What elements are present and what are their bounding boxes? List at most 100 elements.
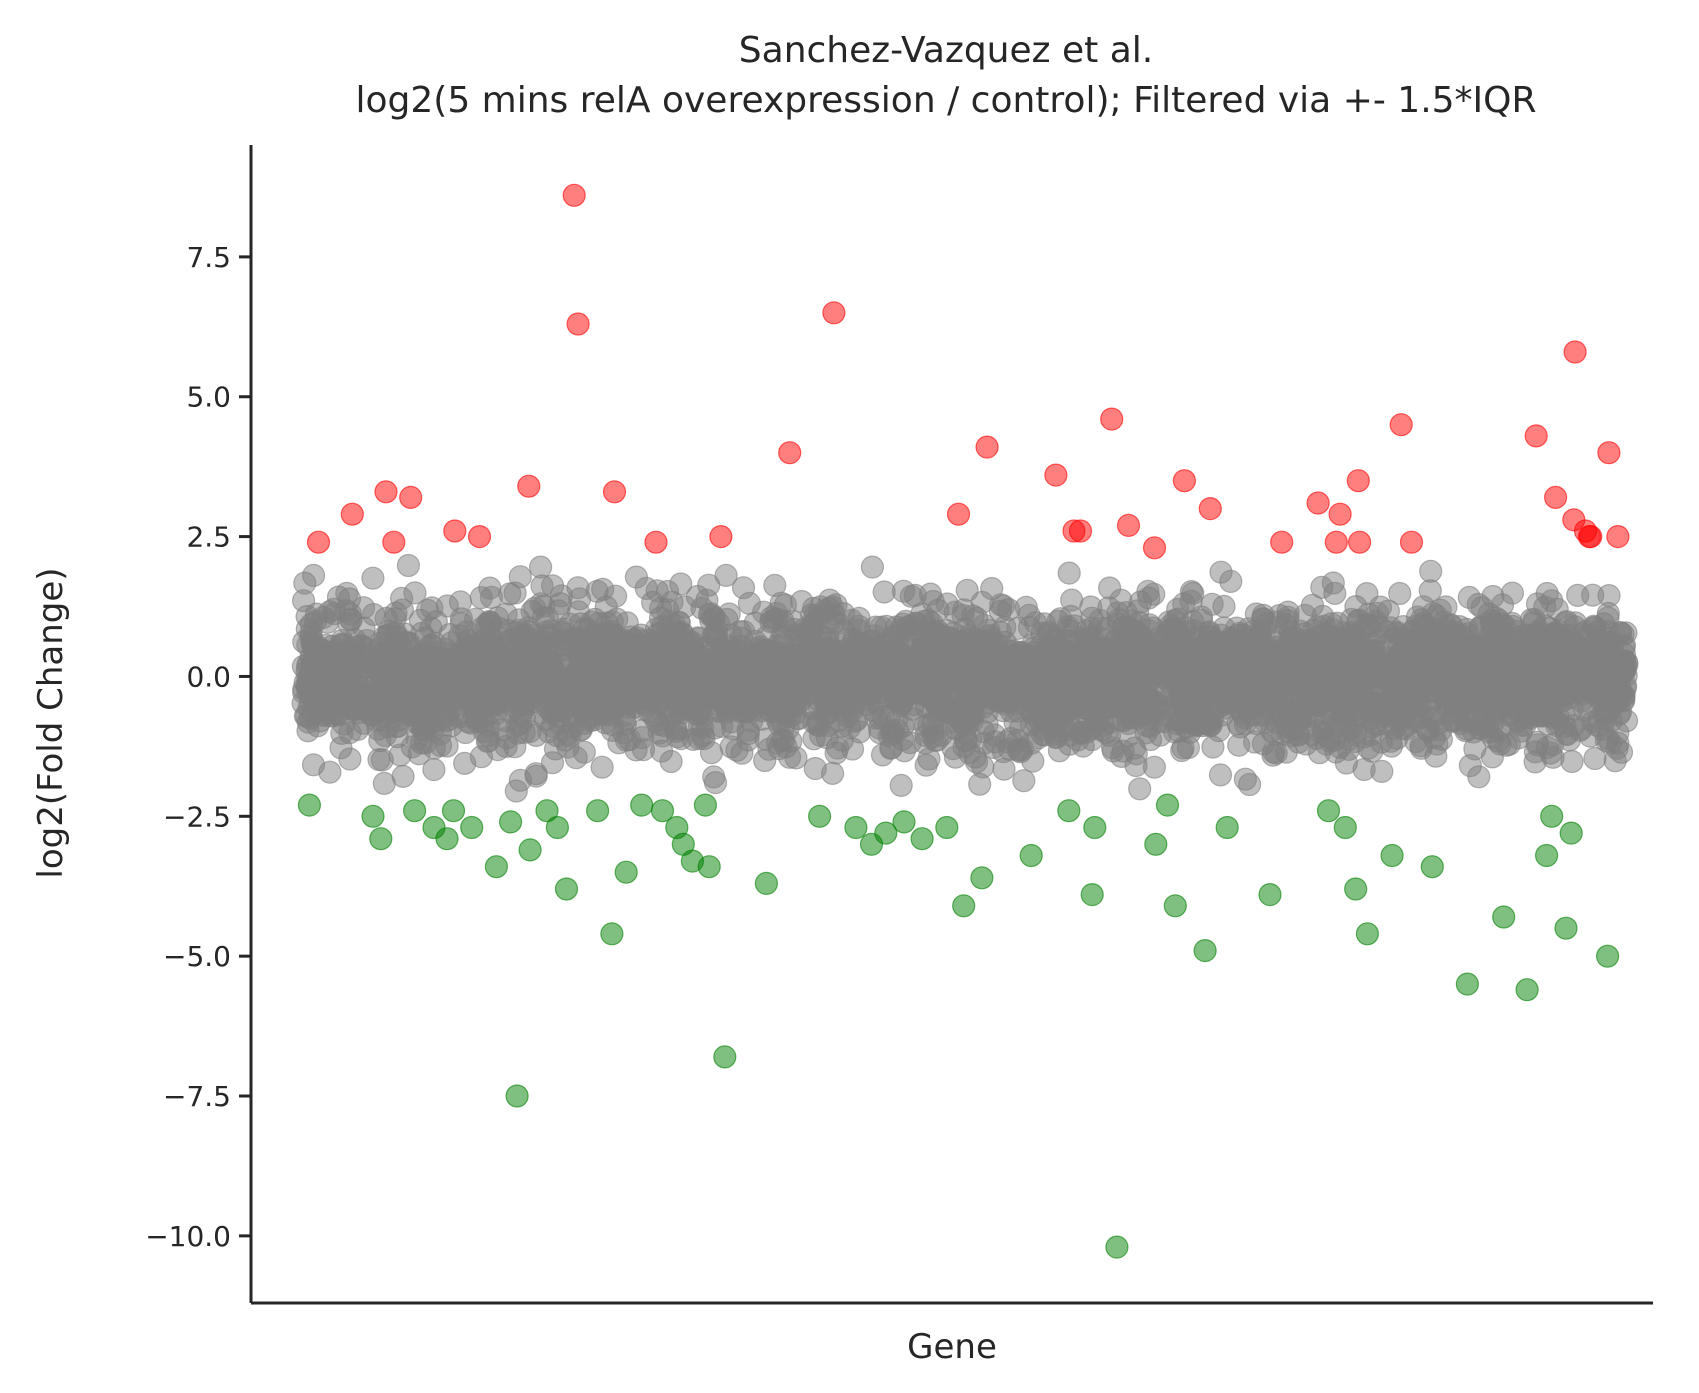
down-point xyxy=(535,799,559,823)
gray-point xyxy=(699,602,723,626)
up-point xyxy=(1389,413,1413,437)
up-point xyxy=(1563,340,1587,364)
down-point xyxy=(1215,815,1239,840)
gray-point xyxy=(1485,671,1509,695)
gray-point xyxy=(1494,691,1519,715)
gray-point xyxy=(1536,712,1560,736)
gray-point xyxy=(622,650,646,675)
up-point xyxy=(1606,524,1630,549)
gray-point xyxy=(1458,753,1483,778)
gray-point xyxy=(1172,592,1196,616)
gray-point xyxy=(1242,730,1267,754)
gray-point xyxy=(899,671,923,695)
gray-point xyxy=(702,765,726,789)
gray-point xyxy=(1513,687,1538,712)
gray-point xyxy=(835,683,859,708)
up-point xyxy=(709,524,733,549)
down-point xyxy=(1333,815,1357,840)
gray-point xyxy=(1337,717,1361,741)
gray-point xyxy=(1099,668,1123,692)
gray-point xyxy=(1233,712,1257,736)
up-point xyxy=(517,474,541,498)
gray-point xyxy=(528,555,553,579)
gray-point xyxy=(491,689,515,713)
gray-point xyxy=(1012,769,1036,793)
gray-point xyxy=(393,660,417,684)
up-point xyxy=(1579,524,1603,549)
gray-point xyxy=(892,739,917,763)
x-axis-label: Gene xyxy=(907,1327,997,1367)
gray-point xyxy=(676,641,701,665)
down-point xyxy=(892,810,916,834)
gray-point xyxy=(572,740,596,764)
gray-point xyxy=(1137,586,1161,610)
gray-point xyxy=(1356,736,1381,760)
up-point xyxy=(1142,536,1167,560)
gray-point xyxy=(524,762,548,786)
gray-point xyxy=(600,702,624,726)
gray-point xyxy=(759,639,783,663)
down-point xyxy=(1019,843,1043,868)
gray-point xyxy=(918,582,943,606)
gray-point xyxy=(1286,654,1311,679)
down-point xyxy=(935,815,959,840)
gray-point xyxy=(659,749,683,774)
gray-point xyxy=(1165,643,1189,667)
down-point xyxy=(499,810,523,834)
gray-point xyxy=(579,671,603,695)
gray-point xyxy=(1095,616,1119,641)
gray-point xyxy=(1331,687,1355,711)
gray-point xyxy=(364,708,388,732)
gray-point xyxy=(640,590,665,615)
gray-point xyxy=(559,627,583,652)
gray-point xyxy=(1101,739,1125,763)
gray-point xyxy=(321,640,345,664)
down-point xyxy=(460,815,484,840)
gray-point xyxy=(1060,694,1084,718)
gray-point xyxy=(991,594,1016,618)
up-point xyxy=(1347,530,1372,554)
gray-point xyxy=(725,738,749,762)
up-point xyxy=(1524,424,1548,448)
gray-point xyxy=(370,748,394,772)
gray-point xyxy=(1422,706,1446,731)
up-point xyxy=(306,530,331,554)
gray-point xyxy=(624,565,649,589)
gray-point xyxy=(1363,711,1387,736)
gray-point xyxy=(660,677,684,701)
gray-point xyxy=(1530,629,1554,653)
gray-point xyxy=(1483,606,1508,630)
down-point xyxy=(554,877,579,901)
gray-point xyxy=(619,625,643,649)
gray-point xyxy=(917,747,941,771)
gray-point xyxy=(660,590,684,614)
gray-point xyxy=(894,609,918,634)
down-point xyxy=(518,838,542,862)
gray-point xyxy=(978,660,1002,684)
up-point xyxy=(822,301,846,325)
gray-point xyxy=(1065,657,1089,681)
gray-point xyxy=(301,753,326,777)
gray-point xyxy=(1310,575,1334,600)
down-point xyxy=(1355,922,1380,946)
gray-point xyxy=(1128,777,1152,801)
down-point xyxy=(1380,843,1404,868)
gray-point xyxy=(1575,675,1600,699)
down-point xyxy=(1344,877,1368,901)
gray-point xyxy=(809,676,833,700)
gray-point xyxy=(943,698,967,722)
gray-point xyxy=(1376,599,1401,623)
up-point xyxy=(340,502,364,526)
up-point xyxy=(374,480,398,504)
gray-point xyxy=(540,574,565,598)
down-point xyxy=(361,804,385,828)
up-point xyxy=(1172,469,1197,493)
gray-point xyxy=(503,735,527,759)
up-point xyxy=(778,441,802,465)
gray-point xyxy=(1497,732,1521,756)
gray-point xyxy=(1233,767,1258,791)
gray-point xyxy=(927,685,951,709)
gray-point xyxy=(1406,674,1431,698)
gray-point xyxy=(1386,665,1411,689)
gray-point xyxy=(664,719,688,744)
